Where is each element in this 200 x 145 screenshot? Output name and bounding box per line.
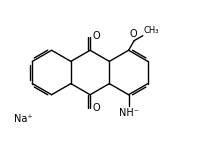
Text: NH⁻: NH⁻ — [118, 108, 138, 118]
Text: O: O — [129, 29, 137, 39]
Text: O: O — [92, 31, 100, 41]
Text: Na⁺: Na⁺ — [14, 114, 33, 124]
Text: O: O — [92, 103, 100, 113]
Text: CH₃: CH₃ — [143, 26, 159, 35]
